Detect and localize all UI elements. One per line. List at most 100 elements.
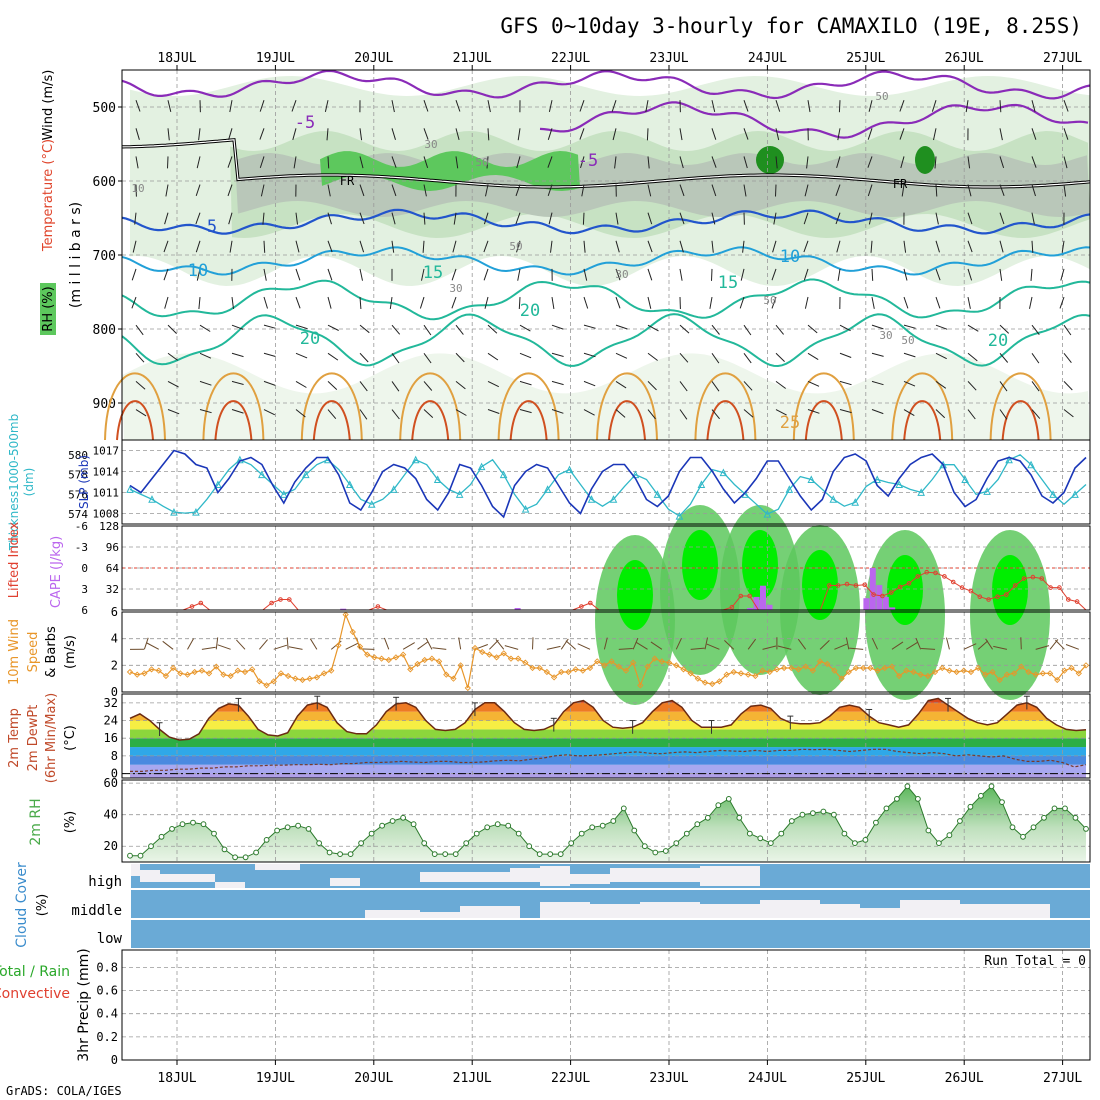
wind-barb xyxy=(903,409,915,417)
wind-barb xyxy=(295,380,307,388)
wind-barb xyxy=(743,100,749,112)
wind-barb xyxy=(743,128,749,140)
wind-barb xyxy=(324,100,329,113)
cloud-clear-high xyxy=(255,864,300,870)
wind-tick-label: 0 xyxy=(111,685,118,699)
wind-barb xyxy=(679,381,688,392)
rh-point xyxy=(578,830,585,837)
cape-bar xyxy=(753,596,760,610)
wind-barb xyxy=(391,212,396,225)
wind-barb xyxy=(711,240,714,253)
wind-barb xyxy=(965,100,969,113)
wind-10m-point xyxy=(450,675,457,682)
rh-point xyxy=(379,822,386,829)
wind-barb xyxy=(487,380,500,388)
wind-10m-point xyxy=(234,667,241,674)
rh-contour-label: 30 xyxy=(615,268,628,281)
isotherm-25-loop xyxy=(891,372,954,441)
wind-barb xyxy=(295,296,301,309)
lifted-index-point xyxy=(862,582,868,588)
wind-barb xyxy=(451,268,457,281)
wind-barb xyxy=(423,184,427,197)
wind-10m-barb xyxy=(724,640,735,650)
rh-point xyxy=(494,821,501,828)
wind-barb xyxy=(804,184,809,197)
wind-barb xyxy=(391,409,400,420)
rh-point xyxy=(358,840,365,846)
rh-point xyxy=(568,840,575,846)
wind-10m-point xyxy=(895,672,903,680)
wind-10m-barb xyxy=(215,637,219,650)
wind-barb xyxy=(771,296,777,309)
wind-10m-barb xyxy=(273,644,288,650)
rh-bright-blob xyxy=(617,560,653,630)
wind-10m-point xyxy=(428,655,436,662)
wind-10m-point xyxy=(838,675,845,682)
wind-barb xyxy=(199,409,212,414)
wind-barb xyxy=(263,240,266,253)
lifted-index-tick-label: 3 xyxy=(81,583,88,596)
wind-10m-point xyxy=(220,671,227,678)
rh-point xyxy=(662,848,669,854)
wind-barb xyxy=(167,128,170,141)
wind-barb xyxy=(327,409,337,420)
wind-10m-point xyxy=(256,678,263,685)
wind-barb xyxy=(999,212,1005,225)
rh-point xyxy=(1030,824,1037,831)
wind-barb xyxy=(1063,156,1068,169)
wind-barb xyxy=(581,184,585,197)
rh-contour-label: 50 xyxy=(763,294,776,307)
wind-barb xyxy=(518,297,521,310)
rh-contour-label: 30 xyxy=(879,329,892,342)
wind-barb xyxy=(582,212,585,225)
wind-barb xyxy=(871,296,875,309)
wind-barb xyxy=(1031,381,1040,392)
wind-barb xyxy=(164,296,169,309)
isotherm-label: -5 xyxy=(295,113,315,133)
wind-10m-point xyxy=(967,668,975,676)
lifted-index-point xyxy=(189,604,195,609)
wind-barb xyxy=(422,240,425,253)
wind-barb xyxy=(135,156,139,169)
wind-10m-point xyxy=(126,668,134,676)
rh-2m-panel: 20 40 60 2m RH (%) xyxy=(28,776,1091,863)
wind-barb xyxy=(775,324,784,335)
wind-10m-barb xyxy=(432,647,447,650)
wind-10m-barb xyxy=(747,638,757,650)
rh-bright-blob xyxy=(992,555,1028,625)
wind-tick-label: 2 xyxy=(111,658,118,672)
wind-barb xyxy=(999,156,1005,169)
wind-10m-point xyxy=(1025,668,1032,676)
wind-barb xyxy=(484,296,489,309)
isotherm-30-loop xyxy=(312,400,351,441)
thickness-point xyxy=(609,495,618,503)
rh-area xyxy=(130,786,1086,862)
rh-point xyxy=(137,852,144,859)
thickness-point xyxy=(126,485,134,493)
lifted-index-point xyxy=(986,597,991,602)
isotherm-25-loop xyxy=(300,372,363,441)
wind-10m-barb xyxy=(577,643,591,650)
wind-barb xyxy=(900,156,905,169)
wind-barb xyxy=(327,352,339,361)
wind-barb xyxy=(263,409,276,416)
wind-10m-point xyxy=(608,658,615,665)
wind-10m-barb xyxy=(458,637,462,650)
wind-10m-point xyxy=(572,666,579,673)
axis-label-wind: Wind (m/s) xyxy=(41,70,56,141)
rh-point xyxy=(810,810,816,816)
thickness-tick-label: 578 xyxy=(68,469,88,482)
wind-barb xyxy=(807,409,820,414)
rh-dark-core xyxy=(756,146,784,174)
rh-point xyxy=(1051,805,1058,812)
precip-tick-label: 0.6 xyxy=(96,984,118,998)
rh-point xyxy=(852,840,858,846)
wind-barb xyxy=(867,184,873,197)
wind-barb xyxy=(293,156,297,169)
thickness-point xyxy=(565,465,574,474)
wind-barb xyxy=(359,324,370,334)
rh-point xyxy=(946,832,953,839)
axis-label-lifted-index: Lifted Index xyxy=(7,521,22,598)
cape-tick-label: 128 xyxy=(99,520,119,533)
date-label-bottom: 26JUL xyxy=(945,1071,984,1086)
